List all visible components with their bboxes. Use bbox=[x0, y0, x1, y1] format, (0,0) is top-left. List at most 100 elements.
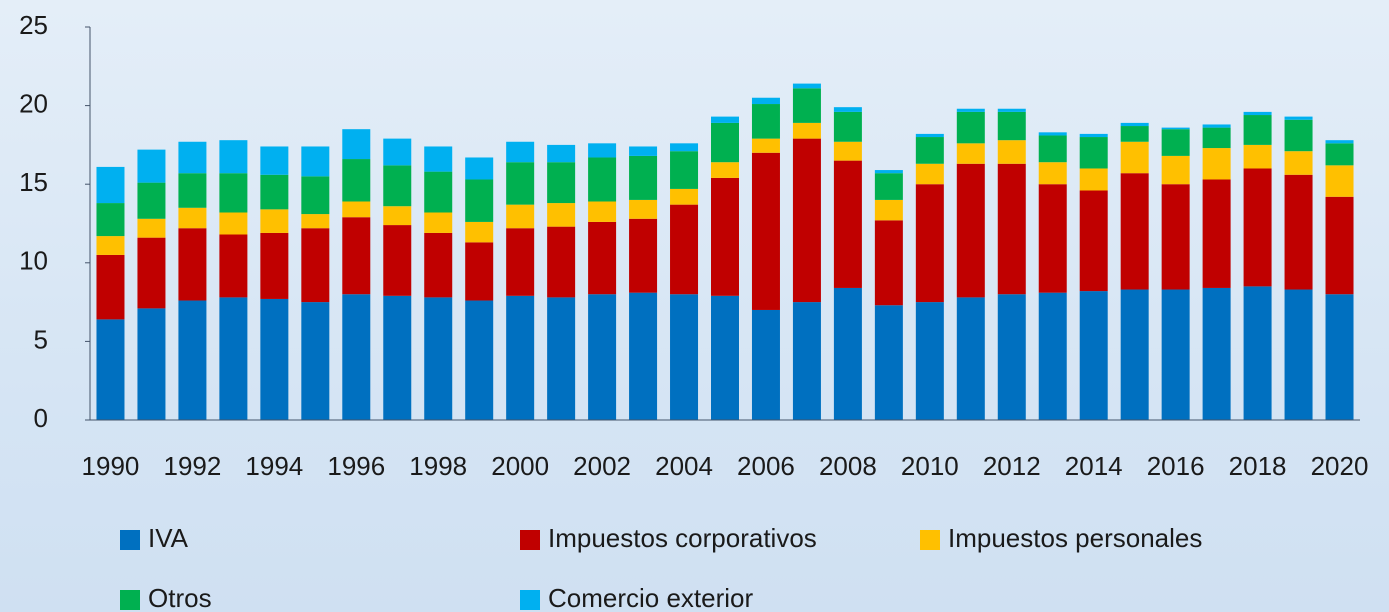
bar-segment bbox=[424, 232, 453, 298]
bar-segment bbox=[1202, 127, 1231, 149]
bar-segment bbox=[711, 177, 739, 296]
bar-segment bbox=[915, 137, 944, 164]
bar-segment bbox=[792, 302, 821, 420]
bar-segment bbox=[137, 149, 166, 183]
bar-segment bbox=[956, 163, 985, 298]
x-tick-label: 2004 bbox=[655, 451, 713, 481]
bar-segment bbox=[1325, 294, 1354, 420]
bar-segment bbox=[670, 188, 699, 205]
y-tick-label: 25 bbox=[19, 10, 48, 40]
bar-segment bbox=[833, 111, 862, 142]
bar-segment bbox=[506, 295, 535, 420]
bar-segment bbox=[178, 141, 207, 174]
bar-segment bbox=[465, 179, 494, 222]
bar-segment bbox=[1284, 119, 1313, 152]
bar-segment bbox=[874, 199, 903, 221]
bar-segment bbox=[547, 203, 576, 227]
bar-segment bbox=[465, 221, 494, 243]
bar-segment bbox=[301, 176, 330, 215]
bar-segment bbox=[629, 155, 658, 200]
bar-segment bbox=[956, 297, 985, 420]
bar-segment bbox=[792, 88, 821, 123]
legend-label: Impuestos personales bbox=[948, 523, 1202, 553]
x-tick-label: 2018 bbox=[1229, 451, 1287, 481]
bar-segment bbox=[1120, 173, 1149, 290]
legend-swatch bbox=[520, 530, 540, 550]
bar-segment bbox=[670, 204, 699, 295]
bar-segment bbox=[588, 294, 617, 420]
bar-segment bbox=[424, 146, 453, 172]
x-tick-label: 2000 bbox=[491, 451, 549, 481]
bar-segment bbox=[1243, 286, 1272, 420]
bar-segment bbox=[1243, 144, 1272, 169]
bar-segment bbox=[547, 226, 576, 298]
bar-segment bbox=[1284, 289, 1313, 420]
bar-segment bbox=[997, 163, 1026, 295]
legend-label: IVA bbox=[148, 523, 189, 553]
bar-segment bbox=[1079, 291, 1108, 420]
bar-segment bbox=[1038, 135, 1067, 163]
bar-segment bbox=[96, 236, 125, 255]
bar-segment bbox=[301, 214, 330, 229]
bar-segment bbox=[1161, 289, 1190, 420]
x-tick-label: 2008 bbox=[819, 451, 877, 481]
bar-segment bbox=[137, 308, 166, 420]
bar-segment bbox=[465, 157, 494, 180]
bar-segment bbox=[219, 212, 248, 235]
bar-segment bbox=[219, 297, 248, 420]
bar-segment bbox=[874, 305, 903, 420]
bar-segment bbox=[915, 133, 944, 138]
bar-segment bbox=[1079, 133, 1108, 138]
bar-segment bbox=[547, 162, 576, 204]
bar-segment bbox=[260, 298, 289, 420]
bar-segment bbox=[383, 206, 412, 226]
bar-segment bbox=[711, 116, 739, 123]
x-tick-label: 1994 bbox=[245, 451, 303, 481]
bar-segment bbox=[178, 300, 207, 420]
bar-segment bbox=[1079, 137, 1108, 169]
y-tick-label: 0 bbox=[34, 403, 48, 433]
bar-segment bbox=[506, 141, 535, 163]
bar-segment bbox=[383, 295, 412, 420]
bar-segment bbox=[1161, 127, 1190, 130]
bar-segment bbox=[588, 157, 617, 202]
bar-segment bbox=[301, 302, 330, 420]
bar-segment bbox=[751, 309, 780, 420]
bar-segment bbox=[751, 104, 780, 139]
bar-segment bbox=[424, 212, 453, 233]
bar-segment bbox=[915, 184, 944, 303]
bar-segment bbox=[1038, 184, 1067, 293]
bar-segment bbox=[178, 207, 207, 229]
bar-segment bbox=[874, 170, 903, 174]
legend-swatch bbox=[120, 590, 140, 610]
bar-segment bbox=[383, 138, 412, 166]
bar-segment bbox=[219, 140, 248, 174]
bar-segment bbox=[424, 297, 453, 420]
bar-segment bbox=[833, 141, 862, 161]
bar-segment bbox=[711, 122, 739, 163]
bar-segment bbox=[137, 237, 166, 309]
bar-segment bbox=[1243, 111, 1272, 116]
bar-segment bbox=[588, 201, 617, 222]
bar-segment bbox=[1161, 155, 1190, 185]
bar-segment bbox=[137, 182, 166, 219]
bar-segment bbox=[1120, 289, 1149, 420]
x-tick-label: 2020 bbox=[1311, 451, 1369, 481]
bar-segment bbox=[1202, 124, 1231, 128]
bar-segment bbox=[260, 174, 289, 210]
bar-segment bbox=[301, 228, 330, 303]
bar-segment bbox=[424, 171, 453, 213]
bar-segment bbox=[342, 129, 371, 160]
bar-segment bbox=[711, 295, 739, 420]
bar-segment bbox=[342, 159, 371, 202]
bar-segment bbox=[1243, 168, 1272, 287]
bar-segment bbox=[1079, 168, 1108, 191]
bar-segment bbox=[1325, 165, 1354, 197]
bar-segment bbox=[1038, 292, 1067, 420]
bar-segment bbox=[547, 297, 576, 420]
bar-segment bbox=[997, 140, 1026, 164]
bar-segment bbox=[915, 302, 944, 420]
bar-segment bbox=[342, 217, 371, 295]
bar-segment bbox=[588, 143, 617, 158]
